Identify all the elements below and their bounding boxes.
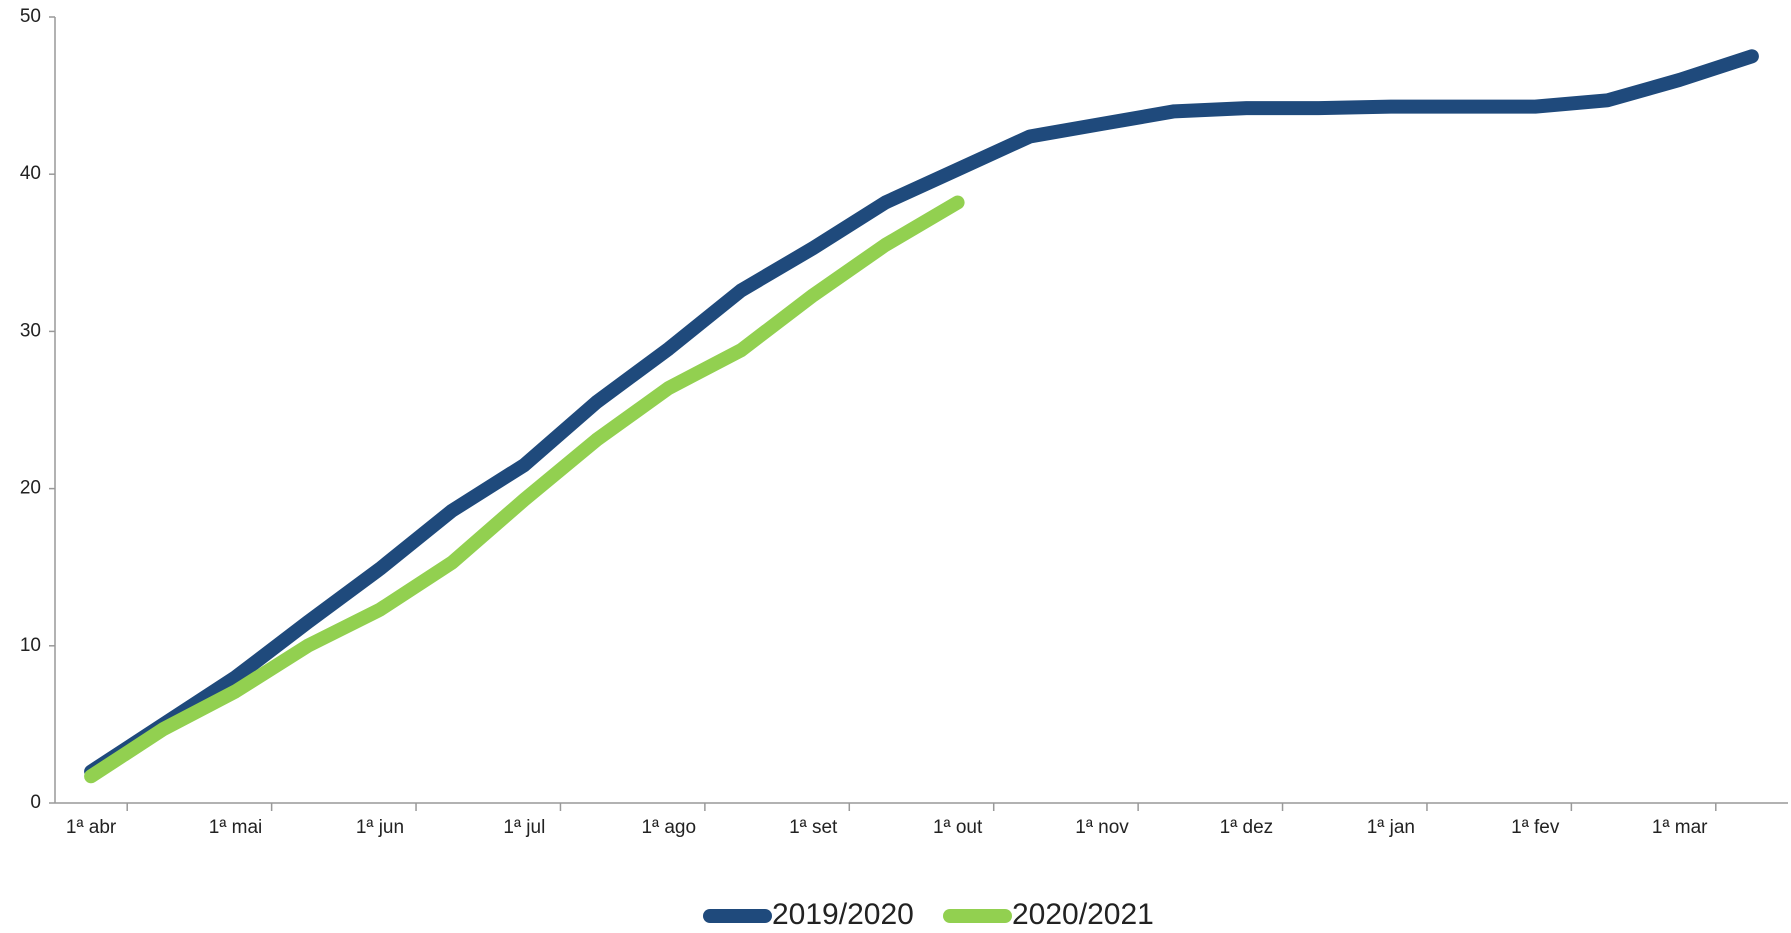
y-tick-label: 20 (20, 478, 41, 499)
y-tick-label: 40 (20, 163, 41, 184)
series-line (84, 49, 1759, 779)
x-tick-label: 1ª dez (1220, 817, 1274, 838)
x-tick-label: 1ª out (933, 817, 983, 838)
x-tick-label: 1ª set (789, 817, 838, 838)
x-tick-label: 1ª ago (641, 817, 696, 838)
x-tick-label: 1ª fev (1511, 817, 1560, 838)
x-tick-label: 1ª jan (1367, 817, 1415, 838)
x-tick-label: 1ª nov (1075, 817, 1129, 838)
legend-label: 2020/2021 (1012, 898, 1154, 931)
x-tick-label: 1ª jun (356, 817, 404, 838)
y-tick-label: 10 (20, 635, 41, 656)
y-tick-label: 50 (20, 6, 41, 27)
x-tick-label: 1ª mar (1652, 817, 1708, 838)
legend-label: 2019/2020 (772, 898, 914, 931)
x-tick-label: 1ª mai (209, 817, 263, 838)
x-tick-label: 1ª abr (66, 817, 117, 838)
series-line (84, 195, 965, 784)
x-tick-label: 1ª jul (503, 817, 545, 838)
y-tick-label: 30 (20, 320, 41, 341)
y-tick-label: 0 (30, 792, 41, 813)
